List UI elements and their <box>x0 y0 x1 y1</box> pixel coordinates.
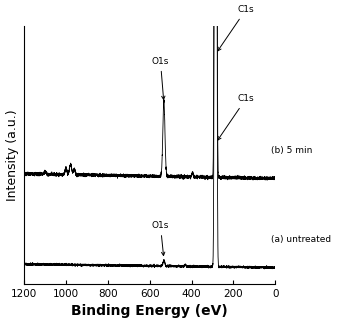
Text: O1s: O1s <box>152 221 169 256</box>
Text: O1s: O1s <box>152 57 169 99</box>
Y-axis label: Intensity (a.u.): Intensity (a.u.) <box>5 109 19 201</box>
Text: (a) untreated: (a) untreated <box>272 235 332 244</box>
Text: (b) 5 min: (b) 5 min <box>272 146 313 155</box>
X-axis label: Binding Energy (eV): Binding Energy (eV) <box>71 305 228 318</box>
Text: C1s: C1s <box>218 5 254 51</box>
Text: C1s: C1s <box>218 94 254 140</box>
